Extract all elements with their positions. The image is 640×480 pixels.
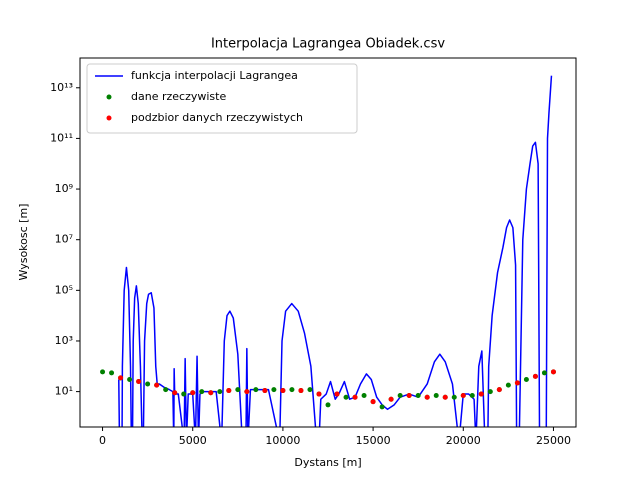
y-tick-label: 10⁷: [55, 233, 73, 246]
data-point: [298, 388, 304, 394]
data-point: [100, 369, 106, 375]
data-point: [379, 404, 385, 410]
data-point: [415, 393, 421, 399]
data-point: [271, 387, 277, 393]
data-point: [316, 391, 322, 397]
interpolation-line: [118, 75, 553, 427]
x-tick-label: 20000: [446, 434, 481, 447]
legend-marker: [106, 115, 112, 121]
y-tick-label: 10⁵: [55, 283, 73, 296]
y-tick-label: 10¹¹: [50, 131, 73, 144]
data-point: [451, 394, 457, 400]
data-point: [244, 389, 250, 395]
data-point: [163, 387, 169, 393]
data-point: [361, 393, 367, 399]
data-point: [226, 388, 232, 394]
data-point: [523, 377, 529, 383]
legend-label: funkcja interpolacji Lagrangea: [131, 69, 298, 82]
data-point: [541, 370, 547, 376]
data-point: [406, 393, 412, 399]
data-point: [208, 390, 214, 396]
data-point: [550, 369, 556, 375]
chart-title: Interpolacja Lagrangea Obiadek.csv: [211, 37, 445, 52]
plot-area: [100, 75, 556, 427]
legend-box: [86, 63, 358, 134]
data-point: [235, 387, 241, 393]
x-tick-label: 5000: [179, 434, 207, 447]
legend-label: dane rzeczywiste: [131, 90, 226, 103]
legend: funkcja interpolacji Lagrangea dane rzecz…: [86, 63, 358, 134]
data-point: [505, 382, 511, 388]
legend-label: podzbior danych rzeczywistych: [131, 111, 303, 124]
data-point: [388, 396, 394, 402]
data-point: [370, 399, 376, 405]
data-point: [352, 394, 358, 400]
data-point: [118, 375, 124, 381]
data-point: [289, 387, 295, 393]
x-tick-label: 25000: [536, 434, 571, 447]
data-point: [262, 388, 268, 394]
data-point: [478, 391, 484, 397]
data-point: [334, 391, 340, 397]
x-tick-label: 10000: [265, 434, 300, 447]
data-point: [397, 393, 403, 399]
data-point: [343, 394, 349, 400]
data-point: [154, 382, 160, 388]
data-point: [487, 389, 493, 395]
y-tick-label: 10³: [55, 334, 73, 347]
data-point: [181, 391, 187, 397]
data-point: [514, 380, 520, 386]
data-point: [280, 388, 286, 394]
data-point: [532, 373, 538, 379]
data-point: [172, 390, 178, 396]
y-tick-label: 10⁹: [55, 182, 73, 195]
axes-frame: [79, 57, 577, 428]
data-point: [199, 389, 205, 395]
data-point: [109, 370, 115, 376]
data-point: [145, 381, 151, 387]
data-point: [460, 393, 466, 399]
data-point: [136, 379, 142, 385]
x-axis-label: Dystans [m]: [294, 456, 361, 469]
data-point: [469, 393, 475, 399]
data-point: [496, 387, 502, 393]
data-point: [217, 389, 223, 395]
data-point: [307, 387, 313, 393]
data-point: [424, 394, 430, 400]
x-tick-label: 15000: [356, 434, 391, 447]
x-tick-label: 0: [99, 434, 106, 447]
data-point: [253, 387, 259, 393]
y-tick-label: 10¹: [55, 385, 73, 398]
data-point: [442, 394, 448, 400]
legend-marker: [106, 94, 112, 100]
data-point: [325, 402, 331, 408]
data-point: [433, 393, 439, 399]
y-tick-label: 10¹³: [50, 81, 73, 94]
y-axis-label: Wysokosc [m]: [17, 204, 30, 281]
data-point: [127, 377, 133, 383]
data-point: [190, 390, 196, 396]
